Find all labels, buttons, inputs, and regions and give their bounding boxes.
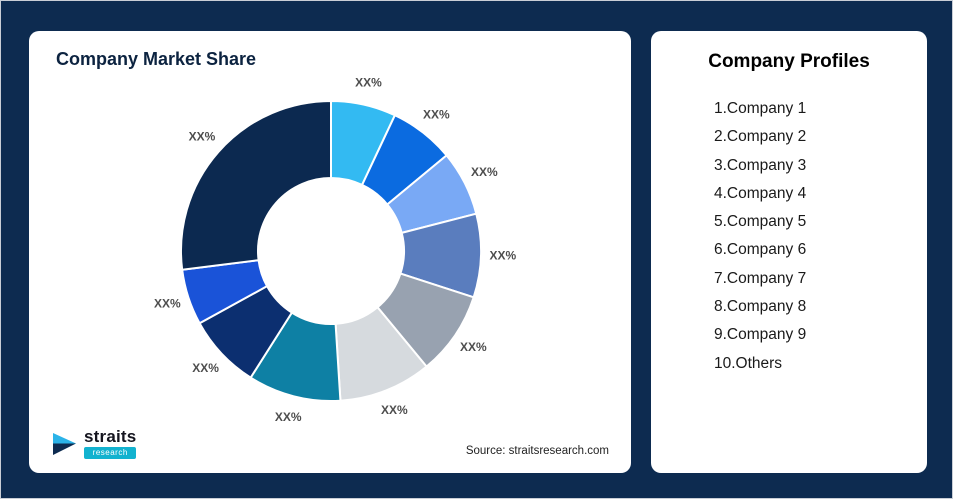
donut-segment-label: XX% — [154, 296, 181, 310]
donut-segment-label: XX% — [460, 340, 487, 354]
donut-chart: XX% XX% XX% XX% XX% XX% XX% XX% XX% XX% — [154, 75, 517, 424]
donut-segment-label: XX% — [275, 410, 302, 424]
donut-segment-others — [180, 100, 332, 271]
company-profiles-card: Company Profiles 1.Company 1 2.Company 2 3… — [651, 31, 927, 473]
straits-logo-text: straits research — [84, 427, 137, 459]
source-text: Source: straitsresearch.com — [465, 445, 609, 457]
profiles-list: 1.Company 1 2.Company 2 3.Company 3 4.Compa… — [714, 95, 917, 378]
chart-title: Company Market Share — [56, 49, 257, 69]
profile-list-item: 3.Company 3 — [714, 156, 807, 174]
logo-name: straits — [84, 427, 137, 446]
profile-list-item: 9.Company 9 — [714, 326, 807, 344]
market-share-card: Company Market Share XX% XX% XX% XX% XX% XX% X… — [29, 31, 631, 473]
profile-list-item: 4.Company 4 — [714, 184, 807, 202]
straits-logo-icon — [53, 432, 76, 455]
donut-segment-label: XX% — [381, 403, 408, 417]
profile-list-item: 7.Company 7 — [714, 269, 807, 287]
donut-segment-label: XX% — [471, 165, 498, 179]
profile-list-item: 6.Company 6 — [714, 241, 807, 259]
donut-segment-label: XX% — [423, 107, 450, 121]
donut-segment-label: XX% — [355, 75, 382, 89]
profile-list-item: 8.Company 8 — [714, 298, 807, 316]
profile-list-item: 10.Others — [714, 354, 783, 372]
profiles-title: Company Profiles — [708, 51, 870, 72]
profile-list-item: 1.Company 1 — [714, 100, 807, 117]
donut-segment-label: XX% — [192, 361, 219, 375]
donut-segment-label: XX% — [189, 129, 216, 143]
logo-subtitle: research — [84, 447, 137, 459]
donut-segment-label: XX% — [490, 249, 517, 263]
straits-logo: straits research — [51, 427, 137, 459]
profile-list-item: 5.Company 5 — [714, 213, 807, 231]
profile-list-item: 2.Company 2 — [714, 128, 807, 146]
